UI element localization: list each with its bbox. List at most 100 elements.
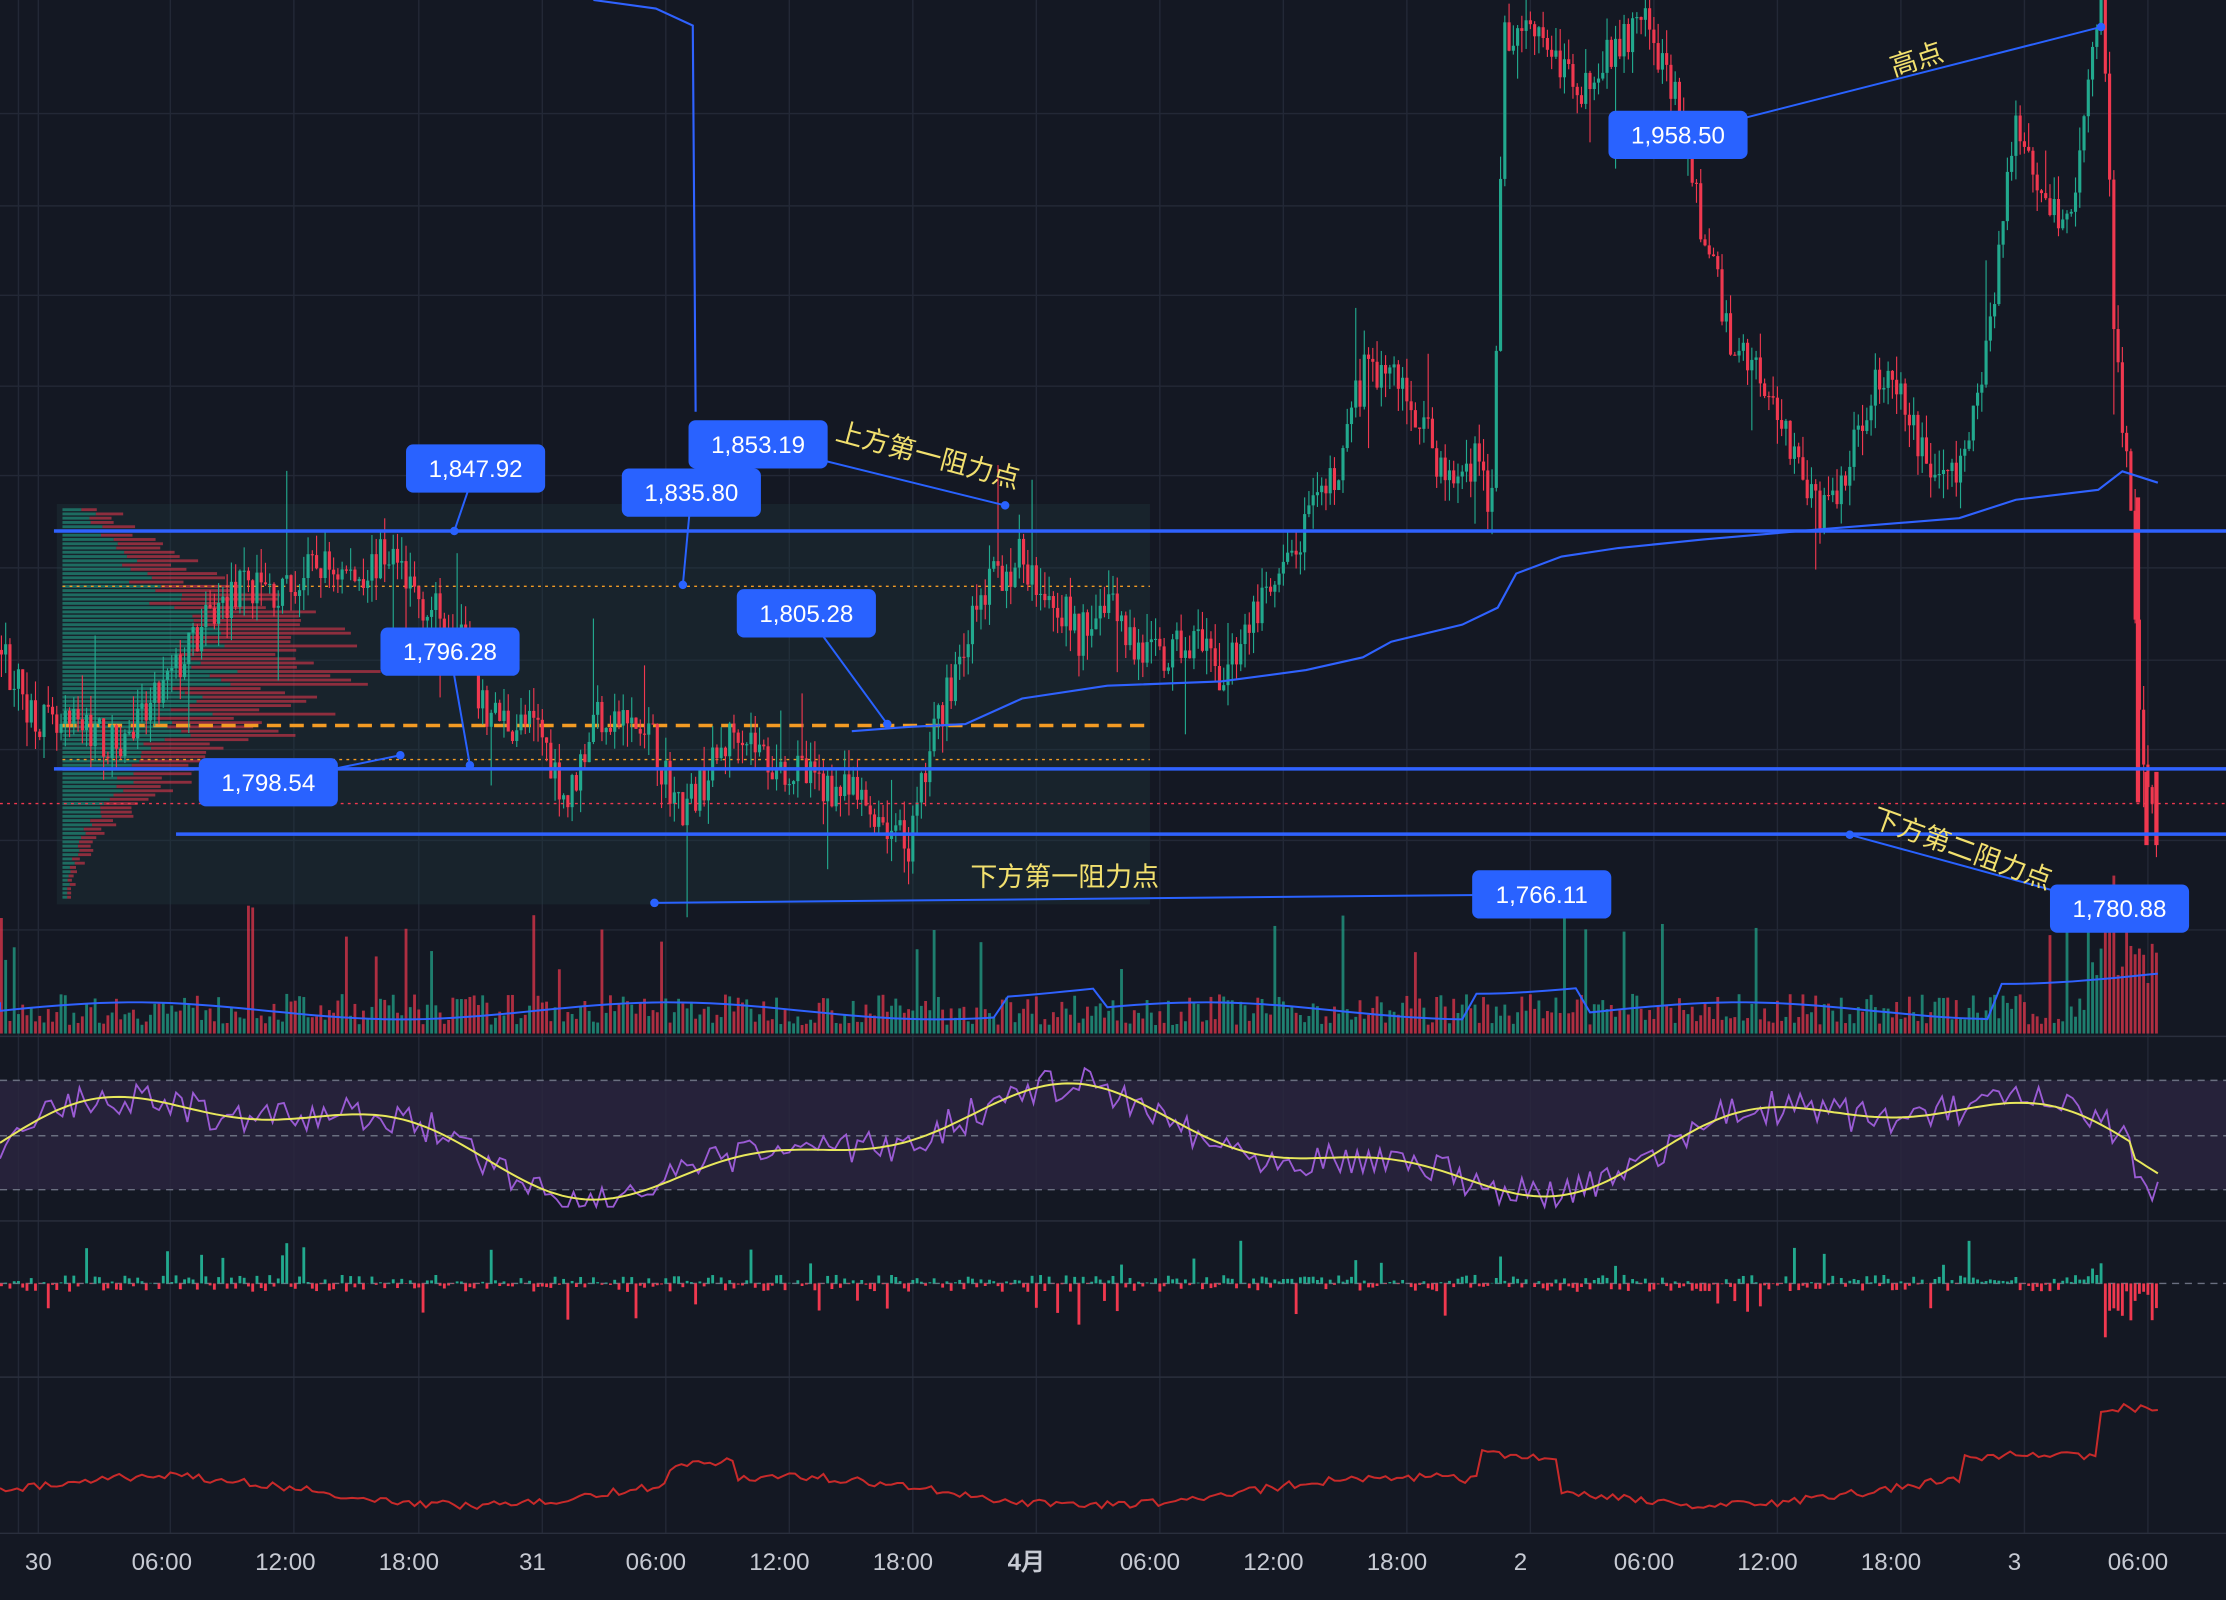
histogram-bar [1290,1278,1294,1284]
candle-body [1801,457,1805,480]
histogram-bar [1294,1283,1298,1315]
volume-bar [1520,996,1524,1034]
volume-bar [276,1019,280,1034]
volume-bar [242,1018,246,1034]
candle-body [1026,564,1030,585]
histogram-bar [583,1283,587,1288]
candle-body [195,627,199,652]
histogram-bar [1839,1277,1843,1284]
volume-bar [1754,927,1758,1034]
histogram-bar [1418,1283,1422,1285]
volume-bar [383,999,387,1034]
price-callout-box [2049,884,2190,933]
candle-body [740,742,745,746]
volume-bar [907,1009,910,1034]
candle-body [992,561,996,569]
volume-bar [1060,1001,1064,1034]
volume-bar [502,1015,506,1034]
histogram-bar [881,1283,885,1285]
candle-body [2005,171,2009,222]
histogram-bar [1899,1281,1903,1284]
histogram-bar [2005,1281,2009,1284]
candle-body [1290,550,1294,553]
volume-bar [468,996,472,1034]
profile-bar-up [62,665,192,669]
histogram-bar [413,1283,416,1289]
candle-body [2082,116,2086,151]
histogram-bar [1043,1283,1047,1291]
histogram-bar [2133,1283,2137,1301]
histogram-bar [2057,1283,2060,1290]
profile-bar-down [124,550,175,554]
histogram-bar [1775,1283,1779,1286]
candle-body [1537,27,1541,37]
volume-bar [1367,1014,1370,1034]
candle-body [212,607,216,624]
volume-bar [149,1014,152,1034]
volume-bar [1852,1023,1856,1034]
candle-body [638,728,642,734]
volume-bar [1690,1006,1694,1034]
candle-body [915,802,919,816]
volume-bar [634,1013,638,1034]
histogram-bar [745,1280,749,1284]
candle-body [506,710,510,732]
histogram-bar [689,1282,693,1284]
profile-bar-up [62,716,157,720]
histogram-bar [1609,1283,1613,1290]
volume-bar [1175,1024,1179,1034]
histogram-bar [132,1283,135,1287]
volume-bar [711,1022,715,1034]
price-callout-label: 1,835.80 [644,480,738,507]
volume-bar [1073,995,1077,1034]
volume-bar [749,1008,753,1034]
candle-body [1349,407,1354,425]
volume-bar [1805,1014,1809,1034]
volume-bar [1703,1002,1707,1034]
histogram-bar [898,1281,902,1284]
profile-bar-up [62,823,93,827]
volume-bar [1013,1022,1017,1034]
volume-bar [1942,998,1945,1034]
volume-bar [132,1009,135,1034]
candle-body [1277,573,1281,585]
candle-body [821,773,825,802]
histogram-bar [1218,1283,1221,1285]
profile-bar-up [62,763,132,767]
volume-bar [570,1013,574,1034]
candle-body [1098,605,1102,619]
profile-bar-up [62,806,101,810]
histogram-bar [1239,1240,1243,1284]
volume-bar [1882,1008,1886,1034]
histogram-bar [1916,1283,1920,1285]
volume-bar [1239,1001,1243,1034]
histogram-bar [25,1283,29,1291]
volume-bar [1609,1005,1613,1034]
volume-bar [1482,997,1485,1034]
candle-body [1149,639,1153,643]
volume-bar [174,1011,178,1034]
volume-bar [1643,1019,1647,1034]
candle-body [408,576,412,589]
volume-bar [596,1022,600,1034]
histogram-bar [327,1283,331,1291]
candle-body [280,578,285,606]
volume-bar [2103,926,2107,1034]
profile-bar-up [62,836,82,840]
profile-bar-down [221,631,351,635]
histogram-bar [1141,1283,1145,1287]
volume-bar [340,994,344,1034]
profile-bar-down [113,793,156,797]
histogram-bar [1175,1278,1179,1284]
volume-bar [2125,927,2129,1034]
histogram-bar [1222,1275,1226,1284]
histogram-bar [954,1282,957,1284]
candle-body [694,783,698,811]
histogram-bar [2150,1283,2154,1321]
candle-body [225,596,229,619]
histogram-bar [8,1283,12,1289]
profile-bar-down [90,521,114,524]
profile-bar-down [81,508,97,512]
candle-body [804,758,808,784]
